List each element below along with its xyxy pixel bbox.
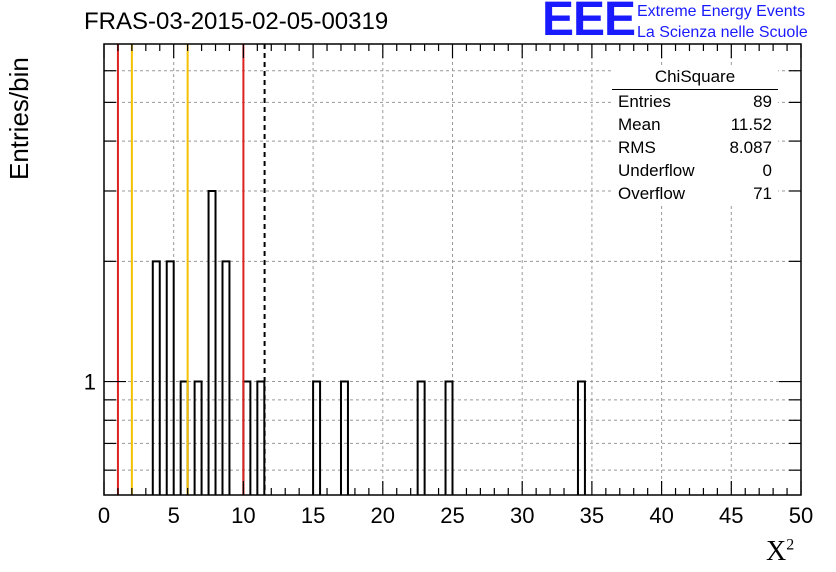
stat-value: 8.087 xyxy=(729,138,772,157)
x-tick-label: 20 xyxy=(371,503,395,528)
x-tick-label: 30 xyxy=(510,503,534,528)
histogram-bar xyxy=(193,380,203,495)
histogram-bar xyxy=(207,189,217,495)
histogram-bar xyxy=(151,260,161,495)
stat-label: Mean xyxy=(618,115,661,134)
x-tick-label: 25 xyxy=(440,503,464,528)
x-axis-label: X2 xyxy=(766,536,794,568)
x-tick-label: 10 xyxy=(231,503,255,528)
stat-row-rms: RMS 8.087 xyxy=(612,136,778,159)
histogram-bar xyxy=(312,380,322,495)
stat-row-mean: Mean 11.52 xyxy=(612,113,778,136)
stat-row-entries: Entries 89 xyxy=(612,90,778,113)
axis-ticks xyxy=(103,44,802,495)
histogram-bar xyxy=(221,260,231,495)
x-axis-label-text: X xyxy=(766,536,787,567)
x-tick-label: 5 xyxy=(168,503,180,528)
stat-label: RMS xyxy=(618,138,656,157)
stat-label: Overflow xyxy=(618,184,686,203)
logo-subtitle-2: La Scienza nelle Scuole xyxy=(637,24,808,41)
histogram-bar xyxy=(179,380,189,495)
x-tick-label: 50 xyxy=(789,503,813,528)
stat-value: 11.52 xyxy=(730,115,772,134)
histogram-bar xyxy=(444,380,454,495)
histogram-bar xyxy=(576,380,586,495)
eee-logo: EEE xyxy=(542,0,636,46)
stat-label: Entries xyxy=(618,92,671,111)
stats-box: ChiSquare Entries 89 Mean 11.52 RMS 8.08… xyxy=(612,66,778,205)
x-tick-label: 0 xyxy=(98,503,110,528)
x-tick-label: 35 xyxy=(580,503,604,528)
x-tick-label: 15 xyxy=(301,503,325,528)
y-axis-label: Entries/bin xyxy=(4,57,34,180)
stat-value: 89 xyxy=(753,92,772,111)
stats-title: ChiSquare xyxy=(612,66,778,90)
x-axis-label-superscript: 2 xyxy=(786,536,795,554)
histogram-bar xyxy=(416,380,426,495)
histogram-bar xyxy=(242,380,252,495)
stat-value: 71 xyxy=(753,184,772,203)
reference-lines xyxy=(116,44,266,495)
histogram-bars xyxy=(151,189,586,495)
logo-subtitle-1: Extreme Energy Events xyxy=(637,3,806,20)
histogram-bar xyxy=(165,260,175,495)
stat-value: 0 xyxy=(762,161,772,180)
chart-title: FRAS-03-2015-02-05-00319 xyxy=(84,8,389,35)
stat-row-overflow: Overflow 71 xyxy=(612,182,778,205)
y-tick-label: 1 xyxy=(84,370,96,395)
x-tick-label: 40 xyxy=(649,503,673,528)
stat-row-underflow: Underflow 0 xyxy=(612,159,778,182)
histogram-bar xyxy=(256,380,266,495)
axis-tick-labels: 0 5 10 15 20 25 30 35 40 45 50 1 xyxy=(84,370,813,528)
histogram-bar xyxy=(339,380,349,495)
stat-label: Underflow xyxy=(618,161,695,180)
x-tick-label: 45 xyxy=(719,503,743,528)
